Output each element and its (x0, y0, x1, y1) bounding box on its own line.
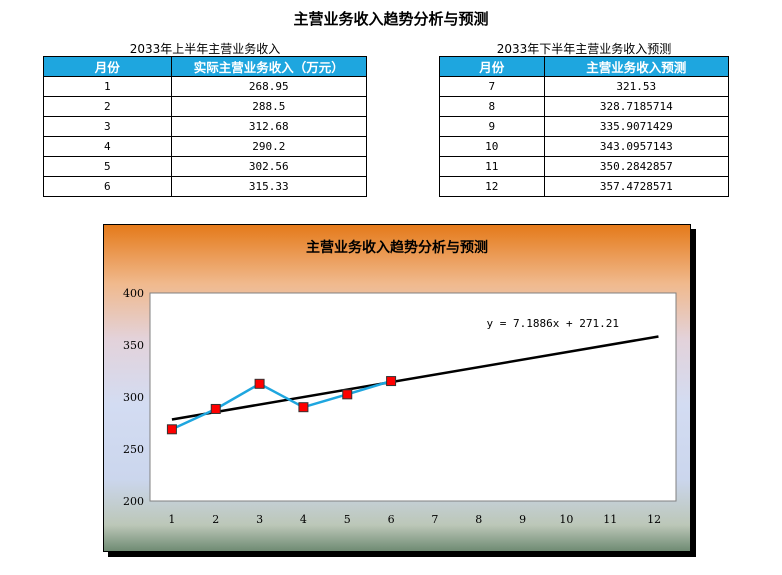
actual-table-caption: 2033年上半年主营业务收入 (129, 42, 281, 56)
data-point-marker (386, 376, 397, 387)
table-row: 8 328.7185714 (439, 96, 730, 117)
column-header-forecast-income: 主营业务收入预测 (543, 56, 730, 77)
table-row: 6 315.33 (43, 176, 368, 197)
month-cell: 5 (43, 156, 172, 177)
table-row: 7 321.53 (439, 76, 730, 97)
income-cell: 290.2 (170, 136, 368, 157)
forecast-cell: 357.4728571 (543, 176, 730, 197)
forecast-cell: 328.7185714 (543, 96, 730, 117)
x-axis: 1 2 3 4 5 6 7 8 9 10 11 12 (168, 513, 661, 526)
income-cell: 268.95 (170, 76, 368, 97)
column-header-month: 月份 (439, 56, 545, 77)
forecast-table-caption: 2033年下半年主营业务收入预测 (496, 42, 672, 56)
table-header-row: 月份 主营业务收入预测 (439, 56, 730, 77)
y-tick-label: 300 (123, 391, 144, 404)
x-tick-label: 3 (256, 513, 263, 526)
y-tick-label: 200 (123, 495, 144, 508)
actual-income-table: 月份 实际主营业务收入（万元） 1 268.95 2 288.5 3 312.68 4… (43, 56, 368, 197)
x-tick-label: 10 (559, 513, 573, 526)
month-cell: 4 (43, 136, 172, 157)
forecast-cell: 335.9071429 (543, 116, 730, 137)
y-tick-label: 250 (123, 443, 144, 456)
data-point-marker (166, 424, 177, 435)
forecast-cell: 350.2842857 (543, 156, 730, 177)
table-row: 11 350.2842857 (439, 156, 730, 177)
page-title: 主营业务收入趋势分析与预测 (293, 10, 489, 28)
month-cell: 8 (439, 96, 545, 117)
table-row: 5 302.56 (43, 156, 368, 177)
y-tick-label: 400 (123, 287, 144, 300)
x-tick-label: 6 (388, 513, 395, 526)
data-point-marker (254, 378, 265, 389)
x-tick-label: 12 (647, 513, 661, 526)
table-row: 3 312.68 (43, 116, 368, 137)
series-line (171, 379, 392, 431)
chart-title: 主营业务收入趋势分析与预测 (306, 240, 488, 256)
month-cell: 6 (43, 176, 172, 197)
x-tick-label: 2 (212, 513, 219, 526)
x-tick-label: 8 (475, 513, 482, 526)
data-point-marker (210, 403, 221, 414)
forecast-income-table: 月份 主营业务收入预测 7 321.53 8 328.7185714 9 335.90… (439, 56, 730, 197)
y-axis: 200 250 300 350 400 (123, 287, 144, 508)
month-cell: 1 (43, 76, 172, 97)
data-point-marker (342, 389, 353, 400)
y-tick-label: 350 (123, 339, 144, 352)
month-cell: 3 (43, 116, 172, 137)
column-header-month: 月份 (43, 56, 172, 77)
x-tick-label: 11 (603, 513, 617, 526)
income-cell: 312.68 (170, 116, 368, 137)
table-row: 9 335.9071429 (439, 116, 730, 137)
x-tick-label: 5 (344, 513, 351, 526)
x-tick-label: 1 (168, 513, 175, 526)
column-header-actual-income: 实际主营业务收入（万元） (170, 56, 368, 77)
income-cell: 302.56 (170, 156, 368, 177)
x-tick-label: 7 (431, 513, 438, 526)
table-row: 1 268.95 (43, 76, 368, 97)
month-cell: 11 (439, 156, 545, 177)
table-row: 10 343.0957143 (439, 136, 730, 157)
income-cell: 315.33 (170, 176, 368, 197)
x-tick-label: 4 (300, 513, 307, 526)
month-cell: 7 (439, 76, 545, 97)
x-tick-label: 9 (519, 513, 526, 526)
income-cell: 288.5 (170, 96, 368, 117)
table-header-row: 月份 实际主营业务收入（万元） (43, 56, 368, 77)
month-cell: 2 (43, 96, 172, 117)
table-row: 4 290.2 (43, 136, 368, 157)
month-cell: 12 (439, 176, 545, 197)
table-row: 2 288.5 (43, 96, 368, 117)
forecast-cell: 321.53 (543, 76, 730, 97)
trendline-equation: y = 7.1886x + 271.21 (487, 317, 619, 330)
table-row: 12 357.4728571 (439, 176, 730, 197)
series-layer (166, 376, 397, 435)
month-cell: 9 (439, 116, 545, 137)
month-cell: 10 (439, 136, 545, 157)
trendline-layer (171, 335, 659, 421)
forecast-cell: 343.0957143 (543, 136, 730, 157)
trendline (171, 335, 659, 421)
data-point-marker (298, 402, 309, 413)
